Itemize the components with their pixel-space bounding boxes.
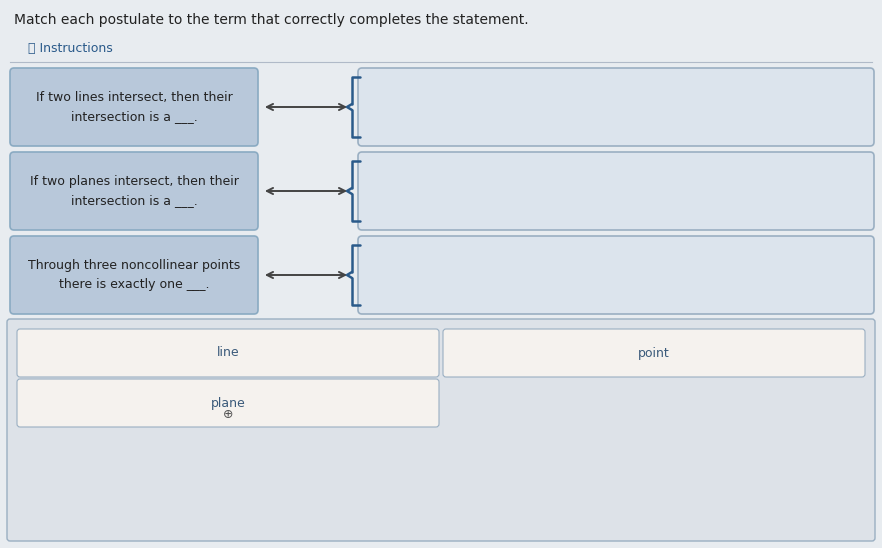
FancyBboxPatch shape [7,319,875,541]
FancyBboxPatch shape [17,329,439,377]
FancyBboxPatch shape [10,68,258,146]
FancyBboxPatch shape [443,329,865,377]
Text: Match each postulate to the term that correctly completes the statement.: Match each postulate to the term that co… [14,13,528,27]
FancyBboxPatch shape [17,379,439,427]
Text: If two lines intersect, then their
intersection is a ___.: If two lines intersect, then their inter… [35,92,232,123]
Text: line: line [217,346,239,359]
Text: point: point [638,346,669,359]
Text: ⊕: ⊕ [223,408,233,421]
FancyBboxPatch shape [10,152,258,230]
Text: plane: plane [211,397,245,409]
FancyBboxPatch shape [10,236,258,314]
FancyBboxPatch shape [358,236,874,314]
Text: ⓘ Instructions: ⓘ Instructions [28,42,113,55]
Text: Through three noncollinear points
there is exactly one ___.: Through three noncollinear points there … [28,259,240,291]
FancyBboxPatch shape [358,68,874,146]
FancyBboxPatch shape [358,152,874,230]
Text: If two planes intersect, then their
intersection is a ___.: If two planes intersect, then their inte… [30,175,238,207]
